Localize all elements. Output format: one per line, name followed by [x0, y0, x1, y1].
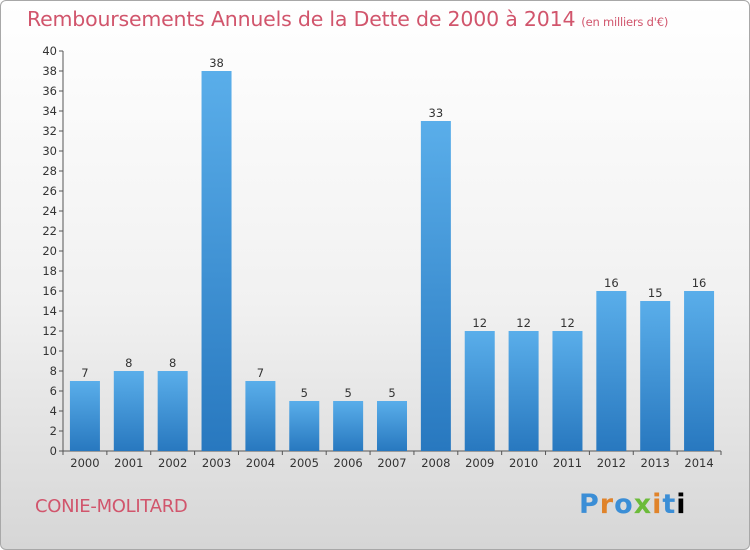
- y-tick-label: 12: [42, 324, 57, 338]
- y-tick-label: 22: [42, 224, 57, 238]
- data-label-2003: 38: [209, 56, 224, 70]
- bar-2004[interactable]: [245, 381, 276, 451]
- chart-subtitle: (en milliers d'€): [581, 15, 669, 29]
- data-label-2006: 5: [344, 386, 351, 400]
- y-tick-label: 40: [42, 44, 57, 58]
- x-tick-label: 2014: [684, 456, 713, 470]
- data-label-2014: 16: [692, 276, 707, 290]
- x-tick-label: 2006: [333, 456, 362, 470]
- bar-2005[interactable]: [289, 401, 320, 451]
- x-tick-label: 2011: [553, 456, 582, 470]
- chart-labels: 2000 7 2001 8 2002 8 2003 38 2004 7 2005 5 2006 5 2007…: [70, 56, 713, 470]
- y-tick-label: 28: [42, 164, 57, 178]
- data-label-2005: 5: [301, 386, 308, 400]
- y-tick-label: 16: [42, 284, 57, 298]
- bar-2010[interactable]: [508, 331, 539, 451]
- data-label-2009: 12: [472, 316, 487, 330]
- x-tick-label: 2004: [246, 456, 275, 470]
- x-tick-label: 2002: [158, 456, 187, 470]
- x-tick-label: 2005: [290, 456, 319, 470]
- data-label-2012: 16: [604, 276, 619, 290]
- data-label-2000: 7: [81, 366, 88, 380]
- x-tick-label: 2007: [377, 456, 406, 470]
- bar-2009[interactable]: [464, 331, 495, 451]
- y-tick-label: 36: [42, 84, 57, 98]
- proxiti-logo[interactable]: Proxiti: [579, 489, 687, 520]
- data-label-2011: 12: [560, 316, 575, 330]
- x-tick-label: 2010: [509, 456, 538, 470]
- x-tick-label: 2000: [70, 456, 99, 470]
- data-label-2010: 12: [516, 316, 531, 330]
- data-label-2002: 8: [169, 356, 176, 370]
- data-label-2001: 8: [125, 356, 132, 370]
- x-tick-label: 2013: [641, 456, 670, 470]
- y-tick-label: 2: [50, 424, 57, 438]
- bar-2006[interactable]: [333, 401, 364, 451]
- bar-2014[interactable]: [684, 291, 715, 451]
- y-tick-label: 0: [50, 444, 57, 458]
- bar-2002[interactable]: [157, 371, 188, 451]
- y-tick-label: 34: [42, 104, 57, 118]
- data-label-2004: 7: [257, 366, 264, 380]
- bar-2008[interactable]: [420, 121, 451, 451]
- bar-2000[interactable]: [69, 381, 100, 451]
- x-tick-label: 2012: [597, 456, 626, 470]
- y-tick-label: 32: [42, 124, 57, 138]
- y-tick-label: 14: [42, 304, 57, 318]
- chart-title: Remboursements Annuels de la Dette de 20…: [27, 7, 668, 31]
- x-tick-label: 2001: [114, 456, 143, 470]
- bar-2007[interactable]: [377, 401, 407, 451]
- y-tick-label: 24: [42, 204, 57, 218]
- x-tick-label: 2008: [421, 456, 450, 470]
- bar-2003[interactable]: [201, 71, 232, 451]
- bar-2001[interactable]: [113, 371, 144, 451]
- y-tick-label: 8: [50, 364, 57, 378]
- x-tick-label: 2009: [465, 456, 494, 470]
- x-tick-label: 2003: [202, 456, 231, 470]
- y-tick-label: 20: [42, 244, 57, 258]
- data-label-2013: 15: [648, 286, 663, 300]
- y-tick-label: 18: [42, 264, 57, 278]
- y-tick-label: 10: [42, 344, 57, 358]
- y-tick-label: 4: [50, 404, 57, 418]
- bar-2012[interactable]: [596, 291, 627, 451]
- y-tick-label: 26: [42, 184, 57, 198]
- data-label-2007: 5: [388, 386, 395, 400]
- bar-2013[interactable]: [640, 301, 671, 451]
- bar-2011[interactable]: [552, 331, 583, 451]
- y-tick-label: 38: [42, 64, 57, 78]
- city-name: CONIE-MOLITARD: [35, 496, 188, 517]
- y-tick-label: 6: [50, 384, 57, 398]
- data-label-2008: 33: [429, 106, 444, 120]
- chart-bars: [69, 71, 715, 451]
- chart-title-text: Remboursements Annuels de la Dette de 20…: [27, 7, 576, 31]
- y-tick-label: 30: [42, 144, 57, 158]
